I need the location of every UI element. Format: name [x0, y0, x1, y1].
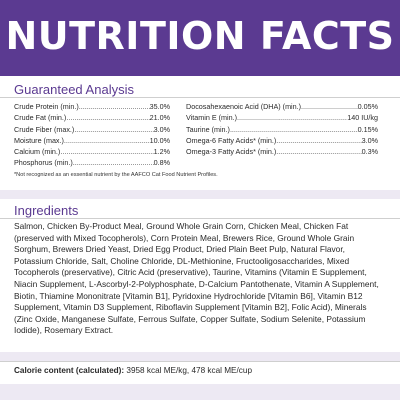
analysis-left-column: Crude Protein (min.) 35.0% Crude Fat (min…: [14, 101, 170, 169]
analysis-value: 35.0%: [149, 102, 170, 111]
analysis-row: Docosahexaenoic Acid (DHA) (min.) 0.05%: [186, 101, 378, 112]
analysis-row: Omega-3 Fatty Acids* (min.) 0.3%: [186, 146, 378, 157]
section-separator-band: [0, 352, 400, 361]
analysis-label: Moisture (max.): [14, 135, 64, 145]
analysis-value: 0.05%: [357, 102, 378, 111]
section-separator-band: [0, 190, 400, 199]
ingredients-list: Salmon, Chicken By-Product Meal, Ground …: [14, 221, 379, 336]
analysis-label: Omega-3 Fatty Acids* (min.): [186, 147, 277, 157]
analysis-value: 3.0%: [361, 135, 378, 145]
guaranteed-analysis-title: Guaranteed Analysis: [14, 82, 134, 97]
page-title: NUTRITION FACTS: [5, 14, 395, 58]
leader-dots: [74, 124, 153, 135]
leader-dots: [79, 101, 150, 112]
aafco-footnote: *Not recognized as an essential nutrient…: [14, 172, 218, 178]
calorie-content: Calorie content (calculated): 3958 kcal …: [14, 366, 252, 375]
divider: [0, 97, 400, 98]
analysis-value: 0.8%: [153, 158, 170, 168]
analysis-label: Crude Fat (min.): [14, 113, 67, 123]
leader-dots: [60, 146, 153, 157]
analysis-value: 10.0%: [149, 135, 170, 145]
leader-dots: [73, 157, 154, 168]
analysis-right-column: Docosahexaenoic Acid (DHA) (min.) 0.05% V…: [186, 101, 378, 157]
header-banner: NUTRITION FACTS: [0, 0, 400, 76]
analysis-value: 1.2%: [153, 147, 170, 157]
analysis-row: Phosphorus (min.) 0.8%: [14, 157, 170, 168]
analysis-value: 0.15%: [357, 124, 378, 134]
leader-dots: [301, 101, 358, 112]
analysis-row: Moisture (max.) 10.0%: [14, 135, 170, 146]
analysis-value: 3.0%: [153, 124, 170, 134]
analysis-row: Vitamin E (min.) 140 IU/kg: [186, 112, 378, 123]
leader-dots: [237, 112, 347, 123]
calorie-value: 3958 kcal ME/kg, 478 kcal ME/cup: [126, 366, 252, 375]
analysis-row: Crude Fiber (max.) 3.0%: [14, 124, 170, 135]
analysis-label: Crude Protein (min.): [14, 102, 79, 111]
leader-dots: [64, 135, 150, 146]
leader-dots: [276, 146, 361, 157]
calorie-label: Calorie content (calculated):: [14, 366, 125, 375]
analysis-row: Crude Protein (min.) 35.0%: [14, 101, 170, 112]
analysis-label: Taurine (min.): [186, 124, 230, 134]
analysis-row: Taurine (min.) 0.15%: [186, 124, 378, 135]
analysis-row: Omega-6 Fatty Acids* (min.) 3.0%: [186, 135, 378, 146]
divider: [0, 361, 400, 362]
leader-dots: [276, 135, 361, 146]
analysis-label: Calcium (min.): [14, 147, 61, 157]
analysis-label: Vitamin E (min.): [186, 113, 237, 123]
leader-dots: [66, 112, 149, 123]
analysis-value: 140 IU/kg: [347, 113, 378, 123]
analysis-row: Crude Fat (min.) 21.0%: [14, 112, 170, 123]
analysis-value: 21.0%: [149, 113, 170, 123]
analysis-value: 0.3%: [361, 147, 378, 157]
analysis-label: Phosphorus (min.): [14, 158, 73, 168]
analysis-label: Docosahexaenoic Acid (DHA) (min.): [186, 102, 302, 111]
divider: [0, 218, 400, 219]
analysis-label: Crude Fiber (max.): [14, 124, 75, 134]
section-separator-band: [0, 384, 400, 400]
ingredients-title: Ingredients: [14, 203, 79, 218]
leader-dots: [230, 124, 358, 135]
analysis-row: Calcium (min.) 1.2%: [14, 146, 170, 157]
analysis-label: Omega-6 Fatty Acids* (min.): [186, 135, 277, 145]
